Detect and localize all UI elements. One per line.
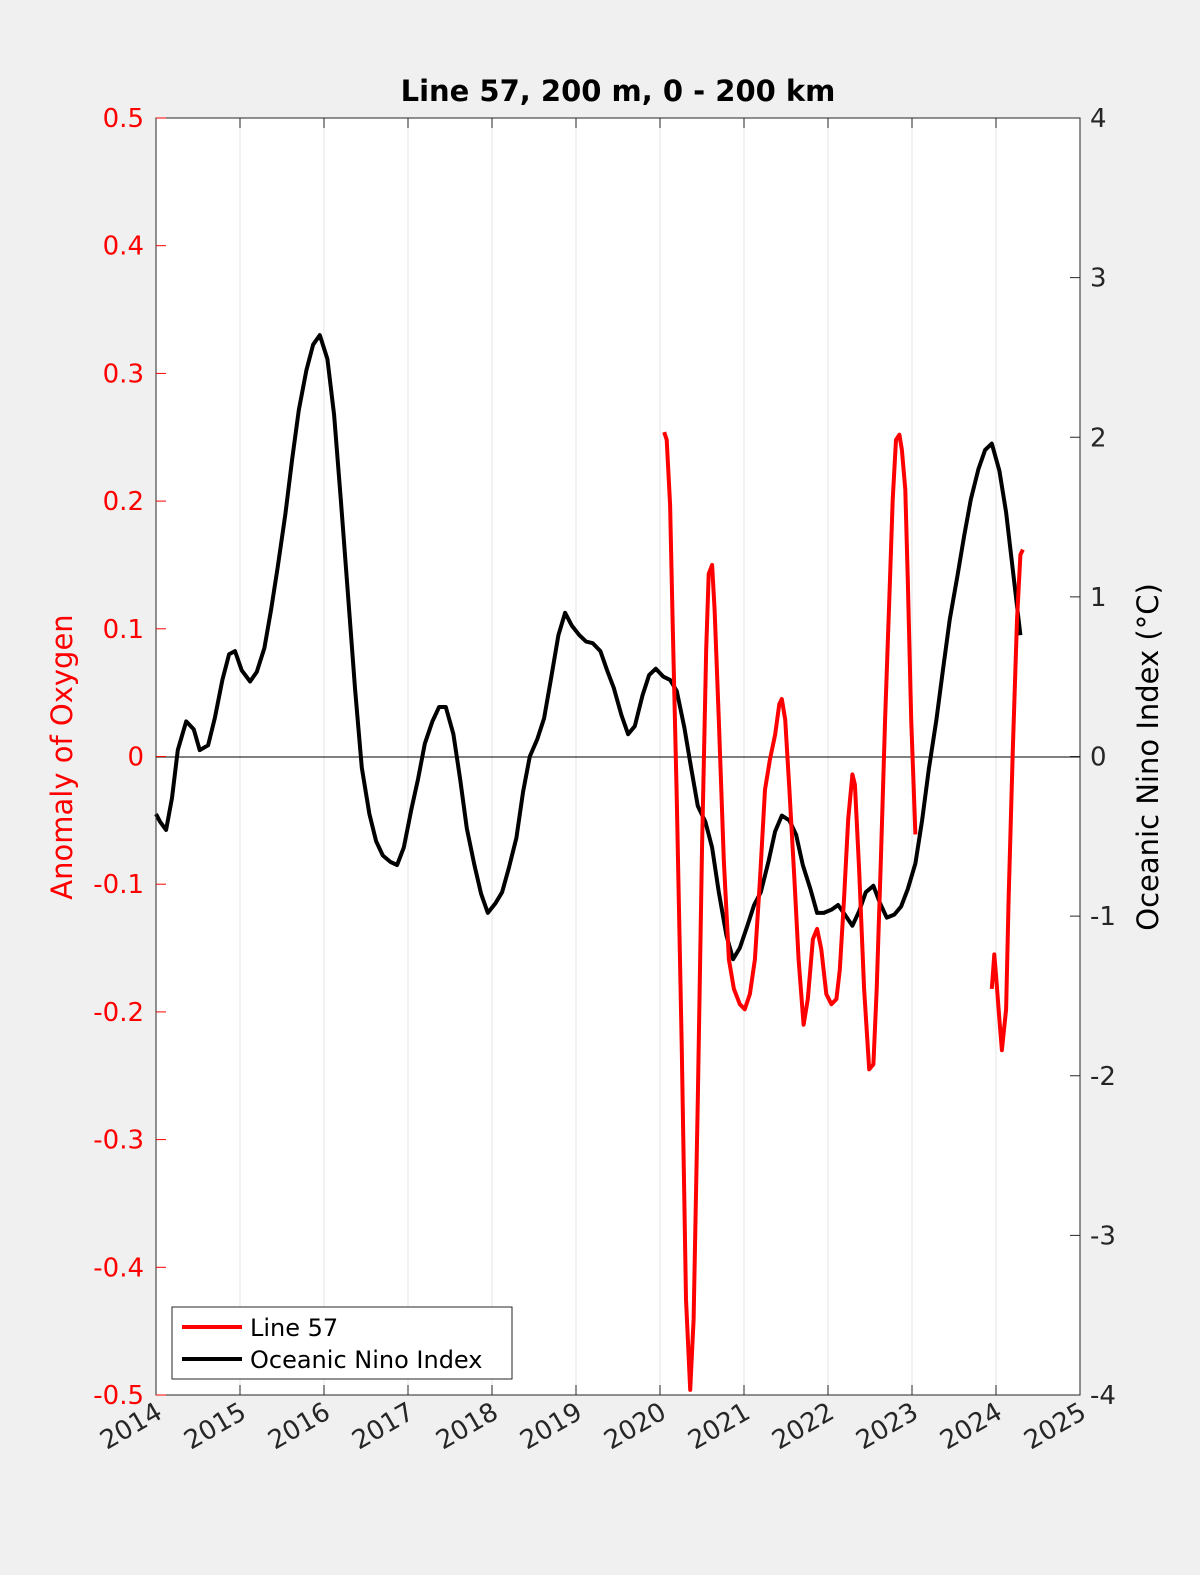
- y-right-tick-label: 2: [1090, 423, 1107, 453]
- legend: Line 57 Oceanic Nino Index: [171, 1306, 513, 1380]
- x-tick-label: 2022: [767, 1397, 839, 1456]
- y-left-tick-label: 0.4: [103, 232, 144, 262]
- y-left-label: Anomaly of Oxygen: [45, 614, 79, 899]
- x-tick-label: 2021: [683, 1397, 755, 1456]
- chart-title: Line 57, 200 m, 0 - 200 km: [401, 74, 836, 108]
- x-tick-label: 2020: [599, 1397, 671, 1456]
- x-tick-label: 2017: [347, 1397, 419, 1456]
- y-left-tick-label: 0.1: [103, 615, 144, 645]
- series-line-line57: [662, 431, 1025, 1392]
- y-right-tick-label: 0: [1090, 743, 1107, 773]
- y-left-tick-label: 0: [127, 743, 144, 773]
- legend-label-line57: Line 57: [250, 1314, 338, 1342]
- y-left-tick-label: -0.4: [93, 1253, 144, 1283]
- ticks-layer: 2 0 1 4 2015 2016 2017 2018 2019 2020 2021 2022 2023…: [93, 104, 1116, 1456]
- y-right-tick-label: 1: [1090, 583, 1107, 613]
- legend-label-oni: Oceanic Nino Index: [250, 1346, 482, 1374]
- y-left-tick-label: -0.5: [93, 1381, 144, 1411]
- y-left-tick-label: -0.1: [93, 870, 144, 900]
- y-left-tick-label: 0.2: [103, 487, 144, 517]
- y-right-tick-label: -2: [1090, 1062, 1116, 1092]
- y-right-tick-label: -3: [1090, 1221, 1116, 1251]
- series-layer: [154, 333, 1025, 1392]
- y-right-tick-label: -1: [1090, 902, 1116, 932]
- y-right-tick-label: -4: [1090, 1381, 1116, 1411]
- y-left-tick-label: 0.5: [103, 104, 144, 134]
- y-right-tick-label: 4: [1090, 104, 1107, 134]
- y-left-tick-label: -0.3: [93, 1126, 144, 1156]
- x-tick-label: 2019: [515, 1397, 587, 1456]
- x-tick-label: 2018: [431, 1397, 503, 1456]
- x-tick-label: 2015: [179, 1397, 251, 1456]
- y-right-label: Oceanic Nino Index (°C): [1131, 583, 1165, 931]
- y-left-tick-label: -0.2: [93, 998, 144, 1028]
- x-tick-label: 2023: [851, 1397, 923, 1456]
- y-left-tick-label: 0.3: [103, 359, 144, 389]
- legend-box: [171, 1306, 513, 1380]
- x-tick-label: 2024: [935, 1397, 1007, 1456]
- x-tick-label: 2025: [1019, 1397, 1091, 1456]
- x-tick-label: 2016: [263, 1397, 335, 1456]
- series-line-oni: [154, 333, 1023, 962]
- y-right-tick-label: 3: [1090, 264, 1107, 294]
